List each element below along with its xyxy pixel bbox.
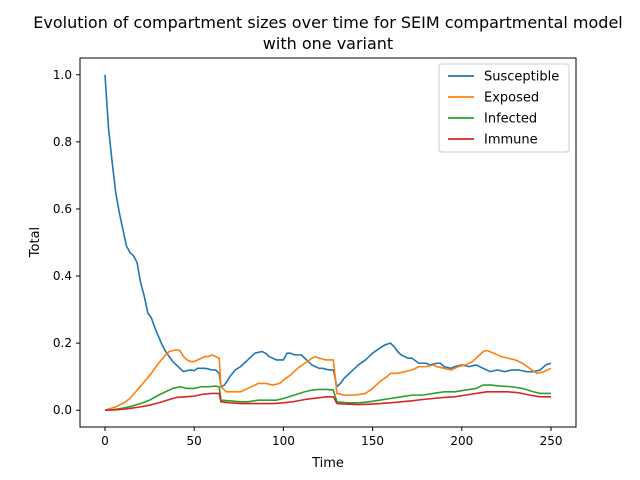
y-tick-label: 0.0 xyxy=(53,403,72,417)
x-tick-label: 200 xyxy=(450,434,473,448)
plot-area-frame xyxy=(79,57,577,428)
y-tick-label: 0.4 xyxy=(53,269,72,283)
legend: Susceptible Exposed Infected Immune xyxy=(438,63,570,153)
x-tick-label: 50 xyxy=(187,434,202,448)
legend-box xyxy=(438,63,570,153)
y-tick-label: 1.0 xyxy=(53,68,72,82)
x-tick-label: 100 xyxy=(272,434,295,448)
x-tick-label: 250 xyxy=(540,434,563,448)
legend-label-immune: Immune xyxy=(484,133,538,148)
x-ticks: 0 50 100 150 200 250 xyxy=(101,427,562,448)
y-tick-label: 0.6 xyxy=(53,202,72,216)
y-tick-label: 0.8 xyxy=(53,135,72,149)
x-tick-label: 150 xyxy=(361,434,384,448)
y-ticks: 0.0 0.2 0.4 0.6 0.8 1.0 xyxy=(53,68,80,417)
series-line-exposed xyxy=(104,349,552,411)
y-tick-label: 0.2 xyxy=(53,336,72,350)
series-line-susceptible xyxy=(104,74,552,388)
chart-title-line-1: Evolution of compartment sizes over time… xyxy=(33,13,623,32)
x-tick-label: 0 xyxy=(101,434,109,448)
series-line-immune xyxy=(104,390,552,412)
y-axis-label: Total xyxy=(28,227,43,258)
series-line-infected xyxy=(104,384,552,412)
chart-title-line-2: with one variant xyxy=(263,34,393,53)
x-axis-label: Time xyxy=(311,456,344,471)
legend-label-susceptible: Susceptible xyxy=(484,70,559,85)
legend-label-exposed: Exposed xyxy=(484,91,539,106)
plot-lines xyxy=(104,74,552,412)
legend-label-infected: Infected xyxy=(484,112,537,127)
